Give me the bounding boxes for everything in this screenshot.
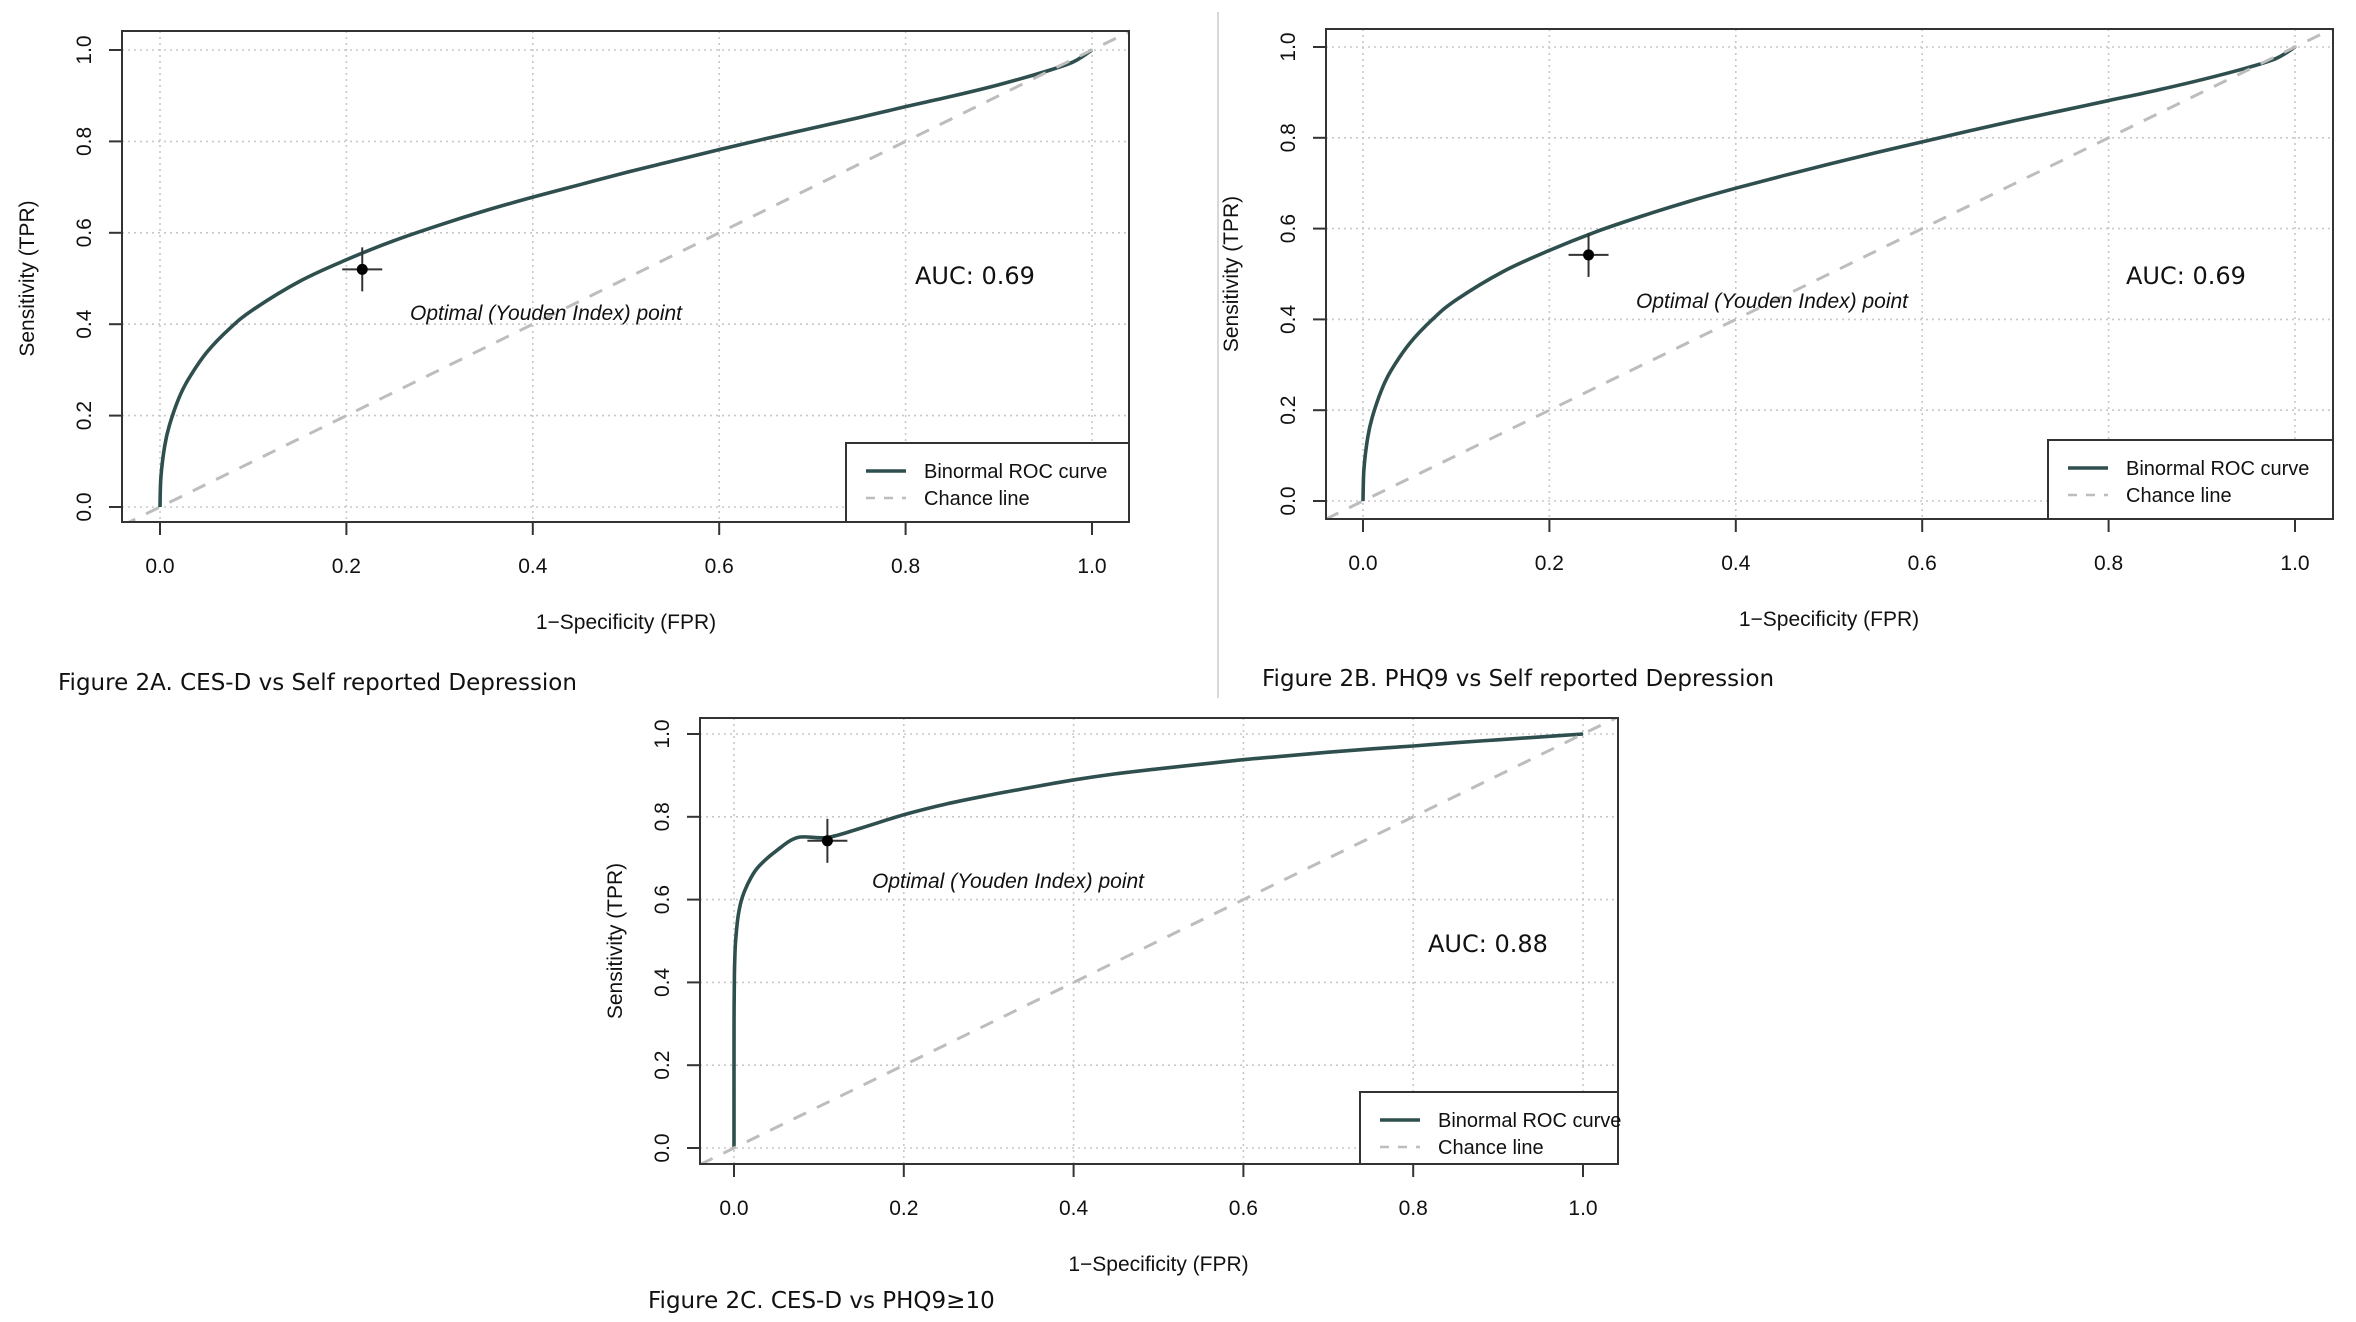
y-axis-label: Sensitivity (TPR) bbox=[1220, 196, 1243, 352]
y-tick-label: 1.0 bbox=[651, 719, 674, 748]
chance-line bbox=[1326, 29, 2333, 519]
roc-curve bbox=[158, 48, 1094, 508]
x-tick-label: 1.0 bbox=[1077, 555, 1106, 578]
grid bbox=[122, 31, 1129, 522]
x-tick-label: 0.4 bbox=[1721, 552, 1751, 575]
x-tick-label: 0.6 bbox=[1229, 1197, 1258, 1220]
y-axis-label: Sensitivity (TPR) bbox=[16, 200, 39, 356]
legend: Binormal ROC curve Chance line bbox=[1359, 1091, 1621, 1165]
x-tick-label: 0.0 bbox=[719, 1197, 748, 1220]
y-tick-label: 0.2 bbox=[1277, 396, 1300, 425]
optimal-point-dot bbox=[821, 835, 833, 847]
legend-box bbox=[1359, 1091, 1619, 1165]
optimal-point-marker bbox=[342, 247, 383, 292]
y-tick-label: 0.0 bbox=[73, 492, 96, 521]
auc-label: AUC: 0.88 bbox=[1428, 930, 1548, 958]
x-tick-label: 0.6 bbox=[1908, 552, 1937, 575]
legend: Binormal ROC curve Chance line bbox=[845, 442, 1130, 523]
y-tick-label: 1.0 bbox=[73, 35, 96, 64]
x-tick-label: 0.2 bbox=[889, 1197, 918, 1220]
x-tick-label: 1.0 bbox=[2280, 552, 2309, 575]
figure-caption: Figure 2C. CES-D vs PHQ9≥10 bbox=[648, 1288, 995, 1314]
plot-area bbox=[700, 718, 1618, 1164]
legend-entry: Binormal ROC curve bbox=[924, 461, 1107, 483]
legend-box bbox=[2047, 439, 2334, 520]
grid bbox=[1326, 29, 2333, 519]
roc-curve bbox=[1361, 45, 2296, 502]
y-tick-label: 0.6 bbox=[73, 218, 96, 247]
y-tick-label: 1.0 bbox=[1277, 32, 1300, 61]
x-tick-label: 0.4 bbox=[1059, 1197, 1089, 1220]
optimal-point-label: Optimal (Youden Index) point bbox=[872, 870, 1145, 893]
x-tick-label: 0.4 bbox=[518, 555, 548, 578]
chance-line bbox=[126, 31, 1129, 522]
legend-box bbox=[845, 442, 1130, 523]
y-tick-label: 0.8 bbox=[73, 127, 96, 156]
auc-label: AUC: 0.69 bbox=[915, 262, 1035, 290]
legend-entry: Chance line bbox=[924, 488, 1030, 510]
x-tick-label: 0.0 bbox=[1348, 552, 1377, 575]
y-tick-label: 0.2 bbox=[73, 401, 96, 430]
plot-frame bbox=[121, 30, 1130, 523]
y-tick-label: 0.6 bbox=[1277, 214, 1300, 243]
legend-entry: Binormal ROC curve bbox=[2126, 458, 2309, 480]
y-tick-label: 0.4 bbox=[73, 309, 96, 339]
y-tick-label: 0.8 bbox=[1277, 123, 1300, 152]
y-tick-label: 0.6 bbox=[651, 885, 674, 914]
optimal-point-dot bbox=[356, 263, 368, 275]
legend-entry: Chance line bbox=[2126, 485, 2232, 507]
x-tick-label: 0.2 bbox=[332, 555, 361, 578]
y-tick-label: 0.4 bbox=[1277, 304, 1300, 334]
x-tick-label: 0.2 bbox=[1535, 552, 1564, 575]
x-axis-label: 1−Specificity (FPR) bbox=[1739, 608, 1919, 631]
legend: Binormal ROC curve Chance line bbox=[2047, 439, 2334, 520]
y-tick-label: 0.8 bbox=[651, 802, 674, 831]
plot-area bbox=[126, 31, 1129, 522]
y-tick-label: 0.4 bbox=[651, 967, 674, 997]
optimal-point-label: Optimal (Youden Index) point bbox=[1636, 290, 1909, 313]
x-tick-label: 0.8 bbox=[891, 555, 920, 578]
x-axis-label: 1−Specificity (FPR) bbox=[536, 611, 716, 634]
y-axis-label: Sensitivity (TPR) bbox=[604, 863, 627, 1019]
roc-curve bbox=[732, 732, 1584, 1149]
plot-frame bbox=[1325, 28, 2334, 520]
optimal-point-marker bbox=[1568, 232, 1609, 277]
axes: 0.0 0.0 0.2 0.2 0.4 0.4 0.6 0.6 0.8 0.8 1.0 1.0 1−Sp… bbox=[16, 35, 1107, 634]
axes: 0.0 0.0 0.2 0.2 0.4 0.4 0.6 0.6 0.8 0.8 1.0 1.0 1−Sp… bbox=[1220, 32, 2310, 631]
auc-label: AUC: 0.69 bbox=[2126, 262, 2246, 290]
optimal-point-dot bbox=[1583, 249, 1595, 261]
figure-caption: Figure 2A. CES-D vs Self reported Depres… bbox=[58, 670, 577, 696]
legend-entry: Binormal ROC curve bbox=[1438, 1110, 1621, 1132]
x-tick-label: 0.6 bbox=[705, 555, 734, 578]
x-tick-label: 0.8 bbox=[2094, 552, 2123, 575]
x-tick-label: 0.8 bbox=[1399, 1197, 1428, 1220]
plot-area bbox=[1326, 29, 2333, 519]
optimal-point-marker bbox=[807, 818, 848, 863]
y-tick-label: 0.0 bbox=[1277, 486, 1300, 515]
y-tick-label: 0.0 bbox=[651, 1133, 674, 1162]
plot-frame bbox=[699, 717, 1619, 1165]
x-axis-label: 1−Specificity (FPR) bbox=[1068, 1253, 1248, 1276]
optimal-point-label: Optimal (Youden Index) point bbox=[410, 302, 683, 325]
legend-entry: Chance line bbox=[1438, 1137, 1544, 1159]
x-tick-label: 0.0 bbox=[145, 555, 174, 578]
axes: 0.0 0.0 0.2 0.2 0.4 0.4 0.6 0.6 0.8 0.8 1.0 1.0 1−Sp… bbox=[604, 719, 1598, 1276]
figure-caption: Figure 2B. PHQ9 vs Self reported Depress… bbox=[1262, 666, 1774, 692]
y-tick-label: 0.2 bbox=[651, 1051, 674, 1080]
x-tick-label: 1.0 bbox=[1568, 1197, 1597, 1220]
